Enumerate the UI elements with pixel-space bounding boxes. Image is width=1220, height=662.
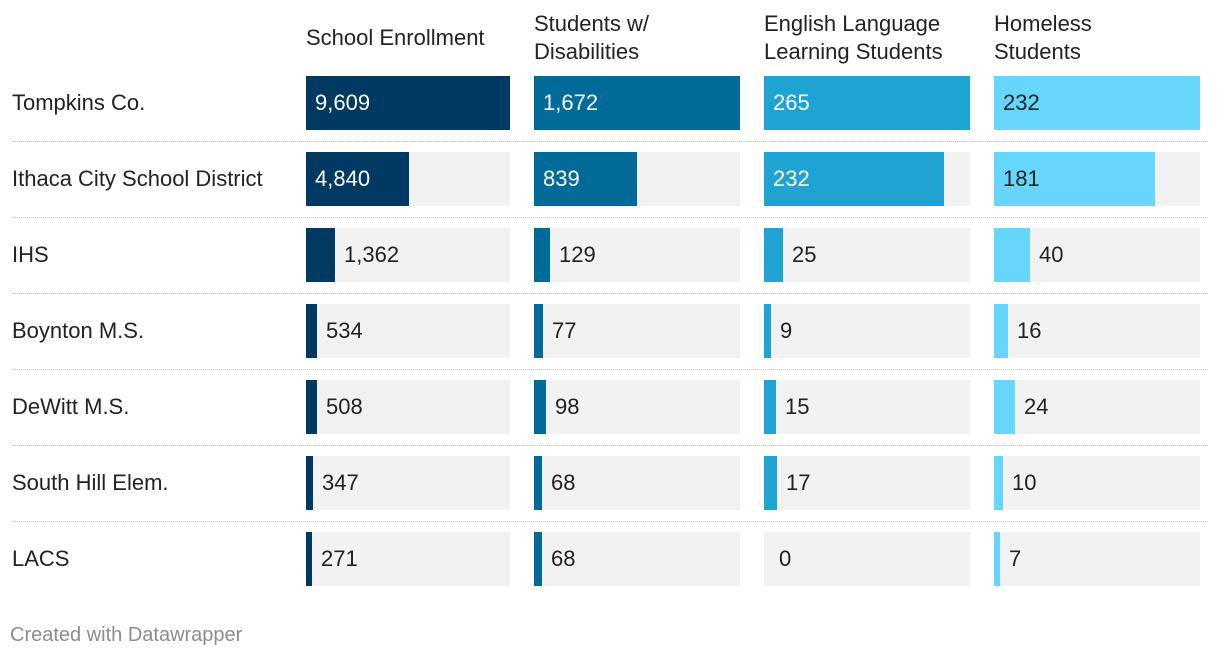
value-label: 24 [1024,394,1049,419]
value-label: 232 [1003,90,1040,115]
bar-english-language-learning-students [764,76,970,130]
value-label: 508 [326,394,363,419]
cell-background [534,304,740,358]
row-label: LACS [12,546,70,571]
bar-school-enrollment [306,228,335,282]
column-header-homeless-students: Homeless Students [994,11,1092,64]
row-separator [12,217,1208,218]
bar-homeless-students [994,304,1008,358]
cell-background [306,456,510,510]
value-label: 265 [773,90,810,115]
value-label: 17 [786,470,811,495]
value-label: 9 [780,318,793,343]
bar-english-language-learning-students [764,152,944,206]
cell-background [764,456,970,510]
value-label: 1,672 [543,90,599,115]
cell-background [306,532,510,586]
value-label: 15 [785,394,810,419]
cell-background [994,456,1200,510]
value-label: 40 [1039,242,1064,267]
value-label: 534 [326,318,363,343]
row-separator [12,293,1208,294]
cell-background [764,304,970,358]
value-label: 1,362 [344,242,400,267]
row-label: Tompkins Co. [12,90,146,115]
value-label: 129 [559,242,596,267]
bar-students-w-disabilities [534,380,546,434]
row-separator [12,141,1208,142]
bar-school-enrollment [306,456,313,510]
bar-students-w-disabilities [534,228,550,282]
bar-students-w-disabilities [534,152,637,206]
bar-students-w-disabilities [534,76,740,130]
cell-background [534,380,740,434]
row-separator [12,521,1208,522]
value-label: 347 [322,470,359,495]
value-label: 0 [779,546,792,571]
cell-background [306,304,510,358]
bar-school-enrollment [306,76,510,130]
bar-students-w-disabilities [534,456,542,510]
value-label: 9,609 [315,90,371,115]
value-label: 181 [1003,166,1040,191]
bar-homeless-students [994,456,1003,510]
value-label: 16 [1017,318,1042,343]
row-label: South Hill Elem. [12,470,169,495]
cell-background [534,456,740,510]
value-label: 25 [792,242,817,267]
bar-homeless-students [994,228,1030,282]
value-label: 77 [552,318,577,343]
bar-homeless-students [994,380,1015,434]
value-label: 68 [551,470,576,495]
value-label: 68 [551,546,576,571]
column-header-english-language-learning-students: English Language Learning Students [764,11,943,64]
cell-background [994,380,1200,434]
cell-background [534,532,740,586]
value-label: 7 [1009,546,1022,571]
bar-homeless-students [994,532,1000,586]
cell-background [764,532,970,586]
value-label: 98 [555,394,580,419]
row-label: IHS [12,242,49,267]
value-label: 10 [1012,470,1037,495]
bar-english-language-learning-students [764,228,783,282]
value-label: 839 [543,166,580,191]
cell-background [306,228,510,282]
cell-background [764,380,970,434]
value-label: 4,840 [315,166,371,191]
cell-background [306,380,510,434]
bar-english-language-learning-students [764,456,777,510]
bar-english-language-learning-students [764,380,776,434]
value-label: 232 [773,166,810,191]
bar-english-language-learning-students [764,304,771,358]
row-separator [12,445,1208,446]
row-label: Boynton M.S. [12,318,145,343]
row-label: Ithaca City School District [12,166,263,191]
bar-school-enrollment [306,380,317,434]
cell-background [764,228,970,282]
cell-background [994,304,1200,358]
row-separator [12,369,1208,370]
cell-background [534,228,740,282]
value-label: 271 [321,546,358,571]
bar-homeless-students [994,152,1155,206]
column-header-school-enrollment: School Enrollment [306,25,485,50]
bar-school-enrollment [306,304,317,358]
row-label: DeWitt M.S. [12,394,130,419]
column-header-students-w-disabilities: Students w/ Disabilities [534,11,649,64]
bar-homeless-students [994,76,1200,130]
cell-background [994,532,1200,586]
bar-school-enrollment [306,532,312,586]
credit-text: Created with Datawrapper [10,624,243,646]
bar-school-enrollment [306,152,409,206]
bar-students-w-disabilities [534,304,543,358]
bar-students-w-disabilities [534,532,542,586]
